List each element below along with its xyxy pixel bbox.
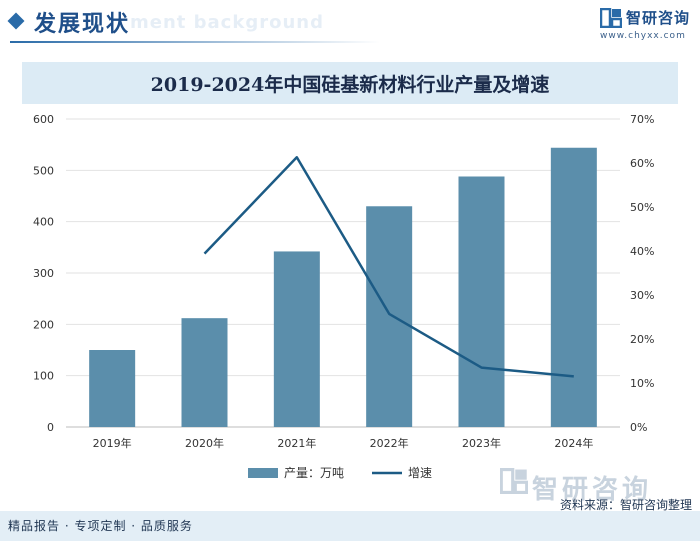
- header-ghost-text: ment background: [130, 12, 324, 33]
- brand-url: www.chyxx.com: [600, 31, 686, 41]
- watermark-logo-icon: [500, 468, 528, 494]
- chart-title-band: 2019-2024年中国硅基新材料行业产量及增速: [22, 62, 678, 104]
- x-tick-label: 2019年: [93, 436, 132, 450]
- chart-title: 2019-2024年中国硅基新材料行业产量及增速: [150, 74, 550, 96]
- source-note: 资料来源：智研咨询整理: [559, 498, 692, 512]
- y-right-tick-label: 30%: [630, 289, 654, 302]
- watermark-text: 智研咨询: [532, 475, 653, 505]
- header: ment background 发展现状 智研咨询 www.chyxx.com: [0, 0, 700, 48]
- brand-logo-icon: [600, 8, 622, 28]
- y-right-tick-label: 40%: [630, 245, 654, 258]
- y-right-tick-label: 70%: [630, 113, 654, 126]
- bar: [550, 147, 597, 427]
- x-tick-label: 2022年: [370, 436, 409, 450]
- y-left-tick-label: 400: [33, 216, 54, 229]
- x-tick-label: 2023年: [462, 436, 501, 450]
- header-divider: [10, 41, 380, 43]
- y-right-tick-label: 50%: [630, 201, 654, 214]
- brand-name: 智研咨询: [626, 9, 691, 27]
- y-left-tick-label: 200: [33, 318, 54, 331]
- bar: [458, 176, 505, 427]
- y-right-tick-label: 60%: [630, 157, 654, 170]
- y-left-tick-label: 600: [33, 113, 54, 126]
- y-left-tick-label: 0: [47, 421, 54, 434]
- x-tick-label: 2020年: [185, 436, 224, 450]
- y-left-tick-label: 100: [33, 370, 54, 383]
- growth-rate-line: [203, 156, 574, 378]
- bar: [273, 251, 320, 427]
- x-tick-label: 2024年: [554, 436, 593, 450]
- y-left-tick-label: 300: [33, 267, 54, 280]
- y-right-tick-label: 10%: [630, 377, 654, 390]
- legend-label-bar: 产量：万吨: [284, 466, 344, 480]
- footer-tagline: 精品报告 · 专项定制 · 品质服务: [8, 519, 193, 533]
- y-right-tick-label: 0%: [630, 421, 647, 434]
- bar: [181, 318, 228, 427]
- y-left-tick-label: 500: [33, 164, 54, 177]
- bar: [366, 206, 413, 427]
- legend-swatch-bar: [248, 468, 278, 478]
- y-right-tick-label: 20%: [630, 333, 654, 346]
- bar: [89, 350, 136, 427]
- section-title: 发展现状: [34, 12, 131, 37]
- x-tick-label: 2021年: [277, 436, 316, 450]
- brand-logo: 智研咨询 www.chyxx.com: [596, 7, 696, 45]
- legend-label-line: 增速: [408, 466, 432, 480]
- footer: 精品报告 · 专项定制 · 品质服务: [0, 511, 700, 541]
